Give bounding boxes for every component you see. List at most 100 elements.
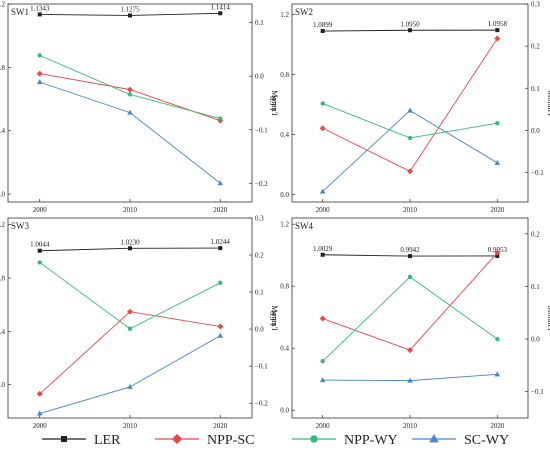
y2-tick-label: −0.1 <box>531 169 544 177</box>
y-tick-label: 0.8 <box>280 283 289 291</box>
y2-tick-label: −0.1 <box>255 363 268 371</box>
data-point-sc-wy <box>407 107 413 113</box>
data-label: 1.0244 <box>211 238 231 246</box>
x-tick-label: 2010 <box>403 206 418 214</box>
data-label: 1.0958 <box>488 20 508 28</box>
data-point-sc-wy <box>217 332 224 338</box>
y2-tick-label: 0.2 <box>531 43 540 51</box>
data-label: 1.1275 <box>120 5 140 13</box>
data-label: 0.9953 <box>488 246 508 254</box>
data-point-npp-sc <box>319 315 326 322</box>
data-point-ler <box>320 29 325 34</box>
data-label: 1.1414 <box>211 3 231 11</box>
y-tick-label: 0.0 <box>280 407 289 415</box>
x-tick-label: 2020 <box>490 422 505 430</box>
legend-marker <box>61 436 67 442</box>
legend-marker <box>310 435 318 443</box>
data-point-npp-wy <box>320 358 325 364</box>
series-line-sc-wy <box>322 110 498 192</box>
panel-title: SW2 <box>295 7 313 17</box>
y2-tick-label: −0.2 <box>255 180 268 188</box>
y2-tick-label: −0.1 <box>531 388 544 396</box>
x-tick-label: 2000 <box>33 206 48 214</box>
y-tick-label: 0.8 <box>0 64 6 72</box>
data-point-npp-sc <box>494 35 501 42</box>
legend-label: NPP-WY <box>344 433 398 448</box>
data-point-npp-sc <box>319 125 326 132</box>
data-point-npp-wy <box>127 92 133 97</box>
y2-axis-label: Moran'I <box>270 305 279 331</box>
x-tick-label: 2000 <box>33 422 48 430</box>
y2-tick-label: 0.1 <box>531 85 540 93</box>
data-point-sc-wy <box>127 109 133 115</box>
data-point-npp-sc <box>127 308 133 315</box>
data-label: 1.0044 <box>30 241 50 249</box>
data-label: 1.1343 <box>30 4 50 12</box>
x-tick-label: 2020 <box>213 206 228 214</box>
data-point-sc-wy <box>494 159 501 165</box>
data-point-sc-wy <box>36 410 43 416</box>
data-point-npp-sc <box>407 168 413 175</box>
data-point-npp-sc <box>36 390 43 397</box>
panel-sw3: 0.0 0.4 0.8 1.2 0.3 0.2 0.1 0.0 −0.1 −0.2 2000 2010… <box>0 215 279 431</box>
y-tick-label: 0.0 <box>0 381 6 389</box>
data-point-npp-wy <box>37 260 42 265</box>
y2-tick-label: 0.0 <box>531 336 540 344</box>
y2-axis-label: Moran'I <box>546 305 550 331</box>
y2-tick-label: 0.2 <box>531 230 540 238</box>
x-tick-label: 2010 <box>123 422 138 430</box>
data-point-ler <box>128 246 132 251</box>
y-tick-label: 1.2 <box>0 1 6 9</box>
x-tick-label: 2020 <box>213 422 228 430</box>
legend-label: NPP-SC <box>207 433 254 448</box>
y-tick-label: 0.4 <box>0 328 6 336</box>
data-point-npp-wy <box>218 116 223 121</box>
y2-tick-label: 0.1 <box>531 283 540 291</box>
data-label: 1.0029 <box>313 245 333 253</box>
y2-tick-label: 0.2 <box>255 252 264 260</box>
legend-label: LER <box>94 433 121 448</box>
y-axis-label: LER <box>269 95 278 111</box>
panel-sw1: 0.0 0.4 0.8 1.2 0.1 0.0 −0.1 −0.2 2000 2010 2020 LE… <box>0 1 279 215</box>
y-tick-label: 1.2 <box>280 221 289 229</box>
y2-axis-label: Moran'I <box>546 90 550 116</box>
y2-tick-label: 0.1 <box>255 289 264 297</box>
data-point-npp-wy <box>37 53 42 58</box>
data-point-npp-wy <box>218 280 223 286</box>
series-line-npp-wy <box>39 262 221 330</box>
data-point-npp-wy <box>407 135 413 141</box>
y-tick-label: 1.2 <box>0 221 6 229</box>
y2-tick-label: 0.3 <box>531 1 540 9</box>
y2-tick-label: 0.0 <box>255 326 264 334</box>
y-axis-label: LER <box>269 310 278 326</box>
y2-axis-label: Moran'I <box>270 90 279 116</box>
data-point-ler <box>408 254 412 259</box>
data-label: 1.0230 <box>120 238 140 246</box>
data-label: 1.0950 <box>400 20 420 28</box>
data-point-npp-sc <box>494 249 501 256</box>
data-point-ler <box>218 11 223 16</box>
data-label: 0.9942 <box>400 246 420 254</box>
data-point-ler <box>37 12 42 17</box>
x-tick-label: 2000 <box>316 206 331 214</box>
data-point-ler <box>218 246 223 251</box>
x-tick-label: 2010 <box>403 422 418 430</box>
y-tick-label: 1.2 <box>280 11 289 19</box>
y-tick-label: 0.4 <box>0 127 6 135</box>
y-tick-label: 0.8 <box>280 71 289 79</box>
plot-frame <box>7 3 253 203</box>
data-point-ler <box>37 248 42 253</box>
panel-title: SW1 <box>11 7 29 17</box>
data-point-npp-sc <box>217 323 224 330</box>
data-label: 1.0899 <box>313 21 333 29</box>
data-point-ler <box>320 252 325 257</box>
data-point-npp-wy <box>495 336 500 342</box>
data-point-sc-wy <box>319 188 326 194</box>
y-tick-label: 0.0 <box>280 191 289 199</box>
y2-tick-label: 0.3 <box>255 215 264 223</box>
data-point-sc-wy <box>36 79 43 85</box>
data-point-sc-wy <box>319 377 326 383</box>
y-tick-label: 0.4 <box>280 131 289 139</box>
legend-label: SC-WY <box>464 433 509 448</box>
